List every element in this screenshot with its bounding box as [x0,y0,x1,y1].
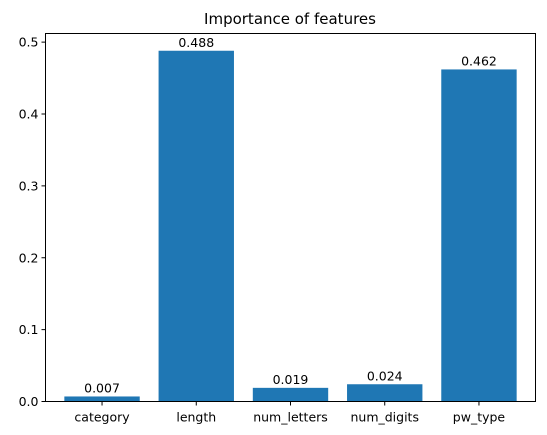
bar-pw_type [441,69,517,402]
x-axis: category length num_letters num_digits pw_ty… [74,401,506,425]
data-label-num_digits: 0.024 [367,368,403,383]
data-label-pw_type: 0.462 [461,53,497,68]
y-tick-label: 0.0 [19,394,39,409]
x-tick-label-category: category [74,410,130,425]
plot-frame [45,33,536,402]
bar-category [64,396,140,402]
data-label-num_letters: 0.019 [273,372,309,387]
bar-num_letters [252,387,329,402]
data-label-category: 0.007 [84,380,120,395]
x-tick-label-num_digits: num_digits [350,410,419,425]
bar-length [158,50,234,402]
y-tick-label: 0.1 [19,322,39,337]
bars [64,50,517,402]
y-tick-label: 0.4 [19,107,39,122]
y-tick-label: 0.2 [19,250,39,265]
y-axis: 0.0 0.1 0.2 0.3 0.4 0.5 [19,35,46,409]
data-label-length: 0.488 [178,35,214,50]
y-tick-label: 0.5 [19,35,39,50]
x-tick-label-length: length [176,410,216,425]
y-tick-label: 0.3 [19,178,39,193]
bar-num_digits [347,384,423,402]
chart-title: Importance of features [204,10,376,28]
x-tick-label-pw_type: pw_type [453,410,506,425]
data-labels: 0.007 0.488 0.019 0.024 0.462 [84,35,497,396]
x-tick-label-num_letters: num_letters [253,410,328,425]
